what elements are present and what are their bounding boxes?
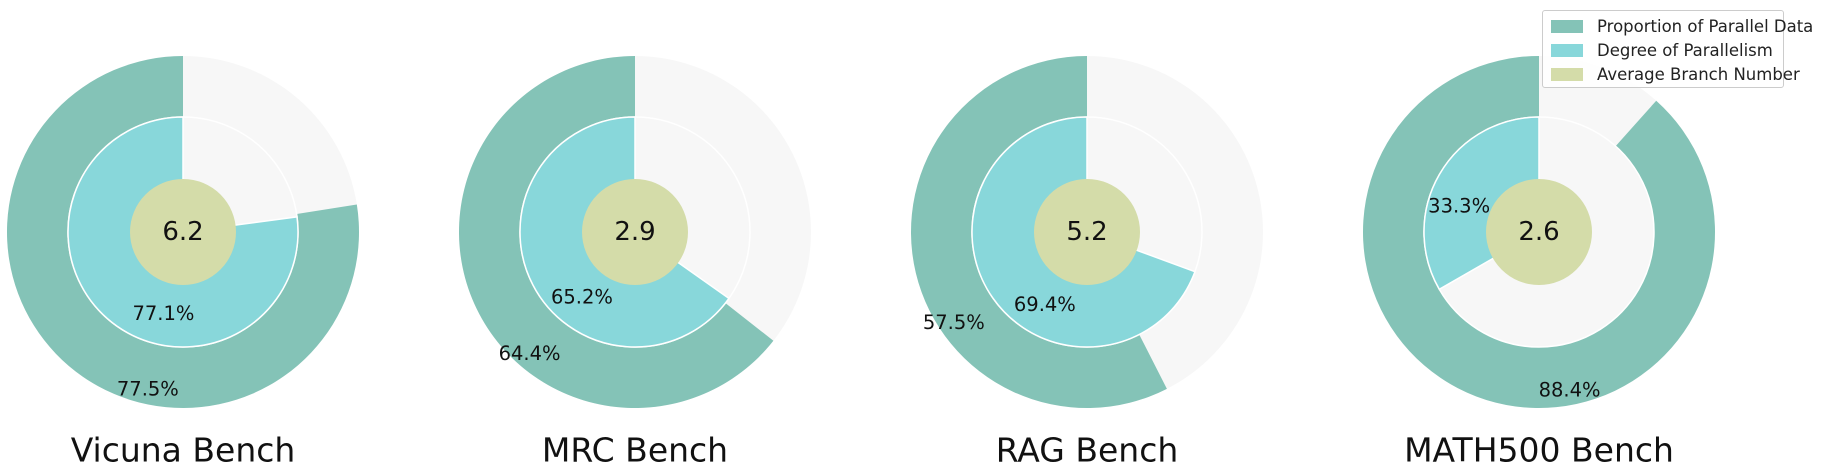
legend: Proportion of Parallel Data Degree of Pa… <box>1542 10 1813 88</box>
legend-label: Degree of Parallelism <box>1597 40 1773 60</box>
legend-swatch-branch-number <box>1551 67 1583 81</box>
outer-value-label: 57.5% <box>923 311 985 334</box>
legend-label: Average Branch Number <box>1597 64 1800 84</box>
center-disc <box>1034 179 1140 285</box>
legend-item-branch-number: Average Branch Number <box>1551 62 1800 86</box>
center-value-label: 6.2 <box>162 217 203 247</box>
center-disc <box>1486 179 1592 285</box>
center-value-label: 2.6 <box>1518 217 1559 247</box>
outer-value-label: 88.4% <box>1539 379 1601 402</box>
outer-ring-slice <box>7 56 359 408</box>
center-value-label: 2.9 <box>614 217 655 247</box>
chart-title: MATH500 Bench <box>1404 431 1674 470</box>
legend-label: Proportion of Parallel Data <box>1597 16 1814 36</box>
outer-value-label: 64.4% <box>499 342 561 365</box>
donut-chart-1: 77.5% 77.1% 6.2 Vicuna Bench <box>6 56 359 470</box>
chart-title: Vicuna Bench <box>71 431 296 470</box>
chart-title: MRC Bench <box>542 431 728 470</box>
legend-item-parallel-data: Proportion of Parallel Data <box>1551 14 1813 38</box>
outer-value-label: 77.5% <box>117 378 179 401</box>
inner-value-label: 77.1% <box>132 302 194 325</box>
chart-title: RAG Bench <box>996 431 1179 470</box>
inner-value-label: 69.4% <box>1014 293 1076 316</box>
legend-swatch-parallelism <box>1551 43 1583 57</box>
legend-swatch-parallel-data <box>1551 19 1583 33</box>
center-value-label: 5.2 <box>1066 217 1107 247</box>
inner-value-label: 65.2% <box>551 286 613 309</box>
legend-item-parallelism: Degree of Parallelism <box>1551 38 1783 62</box>
inner-value-label: 33.3% <box>1428 194 1490 217</box>
center-disc <box>582 179 688 285</box>
donut-chart-2: 64.4% 65.2% 2.9 MRC Bench <box>458 56 811 470</box>
inner-ring-slice <box>67 116 299 348</box>
center-disc <box>130 179 236 285</box>
donut-chart-4: 88.4% 33.3% 2.6 MATH500 Bench <box>1362 56 1715 470</box>
donut-chart-3: 57.5% 69.4% 5.2 RAG Bench <box>910 56 1263 470</box>
